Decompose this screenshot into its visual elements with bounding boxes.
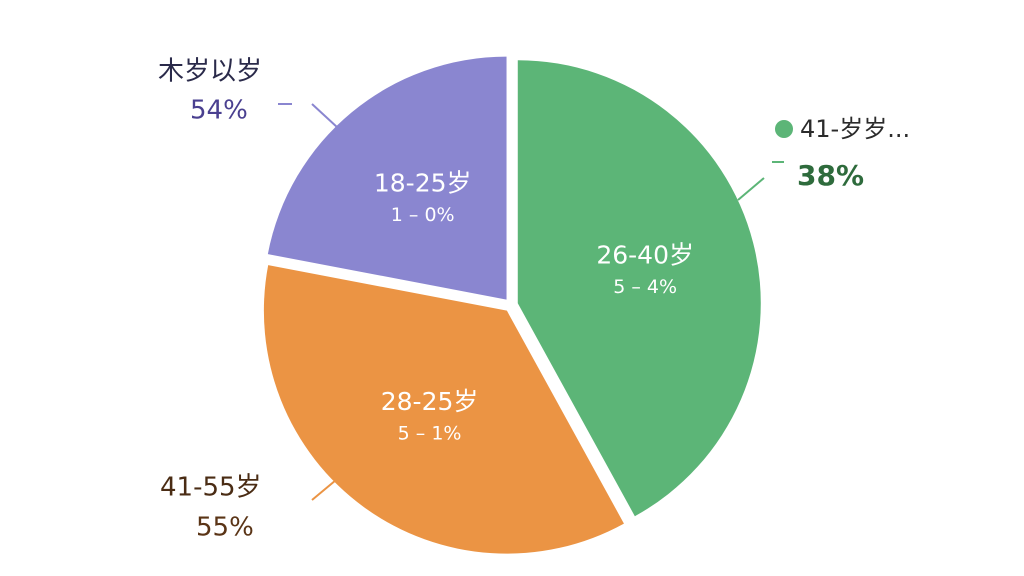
pie-slice [267,56,507,300]
legend-dot [775,120,793,138]
slice-sublabel: 1 – 0% [391,204,455,226]
slice-label: 26-40岁 [596,241,694,270]
slice-sublabel: 5 – 4% [613,276,677,298]
leader-line [737,177,765,201]
annotation-text: 41-55岁 [160,473,262,503]
leader-line [311,103,339,129]
annotation-sub: 38% [797,159,864,192]
pie-slice [263,265,624,554]
slice-label: 18-25岁 [374,168,472,197]
annotation-text: 木岁以岁 [158,57,262,87]
annotation-sub: 54% [190,96,248,126]
slice-sublabel: 5 – 1% [398,423,462,445]
pie-slice [517,60,761,517]
annotation-text: 41-岁岁... [800,115,910,143]
leader-line [311,479,337,501]
slice-label: 28-25岁 [381,387,479,416]
annotation-sub: 55% [196,513,254,543]
pie: 26-40岁 5 – 4% 28-25岁 5 – 1% 18-25岁 1 – 0% [263,56,761,554]
annotations: 41-岁岁... 38% 41-55岁 55% 木岁以岁 54% [158,57,910,543]
